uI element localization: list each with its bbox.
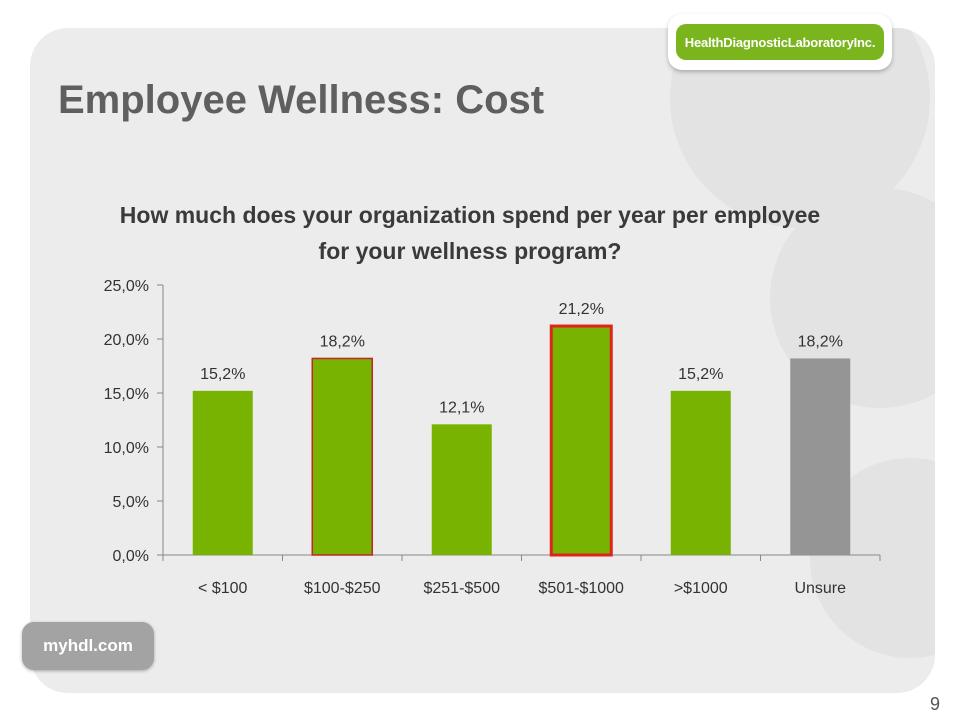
bar — [670, 390, 731, 555]
company-logo-text: HealthDiagnosticLaboratoryInc. — [676, 24, 884, 60]
bar — [311, 357, 373, 556]
data-label: 21,2% — [559, 301, 604, 318]
website-logo: myhdl.com — [22, 622, 154, 670]
x-tick-label: $251-$500 — [423, 580, 500, 597]
x-tick-label: Unsure — [794, 580, 846, 597]
y-tick-label: 15,0% — [104, 386, 149, 403]
page-number: 9 — [930, 694, 941, 714]
y-tick-label: 10,0% — [104, 440, 149, 457]
data-label: 15,2% — [678, 366, 723, 383]
x-tick-label: $100-$250 — [304, 580, 381, 597]
slide-title: Employee Wellness: Cost — [58, 78, 545, 122]
data-label: 12,1% — [439, 399, 484, 416]
x-tick-label: $501-$1000 — [539, 580, 625, 597]
x-tick-label: >$1000 — [674, 580, 728, 597]
company-logo: HealthDiagnosticLaboratoryInc. — [668, 14, 892, 70]
website-logo-text: myhdl.com — [43, 636, 133, 655]
y-tick-label: 20,0% — [104, 332, 149, 349]
chart-title: How much does your organization spend pe… — [119, 202, 821, 264]
data-label: 18,2% — [798, 333, 843, 350]
data-label: 18,2% — [320, 333, 365, 350]
bar — [192, 390, 253, 555]
y-tick-label: 0,0% — [113, 548, 149, 565]
y-tick-label: 5,0% — [113, 494, 149, 511]
bar — [790, 358, 851, 555]
data-label: 15,2% — [200, 366, 245, 383]
bar — [431, 424, 492, 555]
y-tick-label: 25,0% — [104, 278, 149, 295]
x-tick-label: < $100 — [198, 580, 247, 597]
bar — [549, 324, 613, 557]
